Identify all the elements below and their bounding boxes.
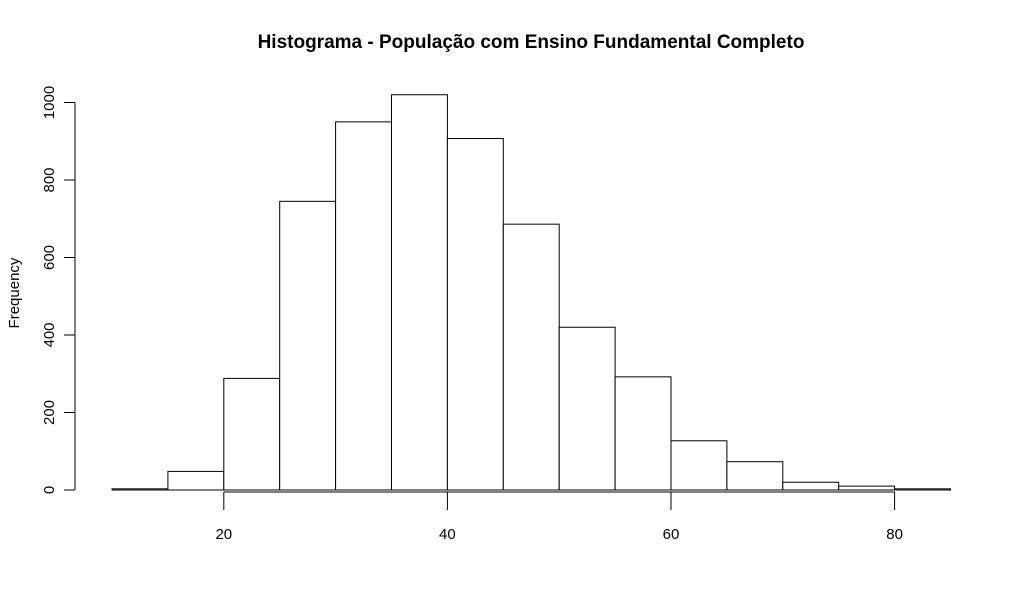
histogram-bar [726,461,784,491]
x-tick-label: 40 [439,526,456,543]
y-tick-label: 800 [41,167,58,192]
x-tick-label: 20 [215,526,232,543]
x-axis: 20 40 60 80 [215,491,903,543]
histogram-bar [782,481,840,491]
x-tick-label: 80 [886,526,903,543]
histogram-bar [614,376,672,491]
y-axis-label: Frequency [6,257,23,328]
x-tick-label: 60 [663,526,680,543]
histogram-bar [167,470,225,491]
histogram-bar [894,488,951,491]
histogram-bar [335,121,393,491]
histogram-bar [111,488,169,491]
y-tick-label: 0 [41,486,58,494]
y-tick-label: 600 [41,245,58,270]
histogram-bar [391,94,448,491]
chart-title: Histograma - População com Ensino Fundam… [258,32,805,53]
histogram-bar [279,200,337,491]
y-tick-label: 200 [41,400,58,425]
histogram-bar [670,440,728,491]
histogram-bar [558,326,616,491]
histogram-bar [446,138,504,491]
histogram-bar [223,377,281,491]
histogram-bar [502,223,560,491]
y-axis: 0 200 400 600 800 1000 [41,86,76,494]
y-tick-label: 1000 [41,86,58,119]
histogram-bars [111,94,951,491]
y-tick-label: 400 [41,322,58,347]
histogram-bar [838,485,896,491]
